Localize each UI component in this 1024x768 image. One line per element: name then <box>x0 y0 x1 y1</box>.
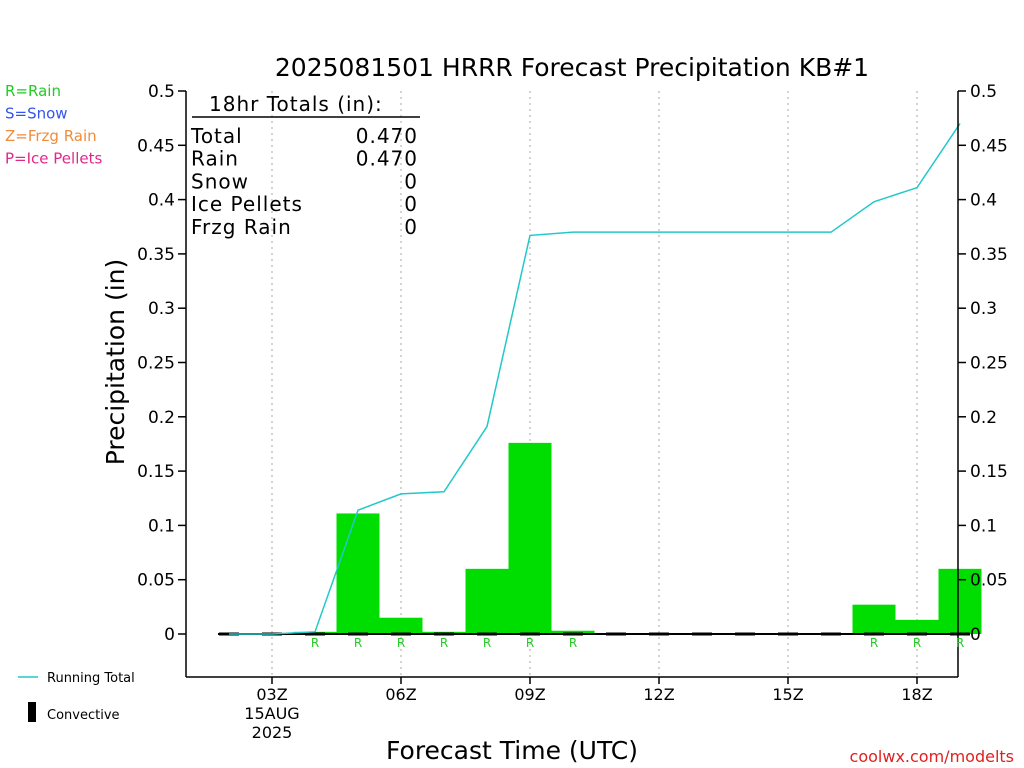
totals-header: 18hr Totals (in): <box>209 92 383 116</box>
y-tick-label-right: 0.4 <box>970 191 997 211</box>
ptype-label: R <box>311 636 319 650</box>
x-tick-label: 18Z <box>901 685 932 704</box>
x-tick-label: 15Z <box>772 685 803 704</box>
ptype-legend-item: Z=Frzg Rain <box>5 127 97 145</box>
totals-row-value: 0.470 <box>356 124 418 148</box>
totals-row-value: 0 <box>404 215 418 239</box>
y-tick-label-right: 0.5 <box>970 82 997 102</box>
ptype-legend-item: S=Snow <box>5 105 68 123</box>
y-tick-label-left: 0.25 <box>137 354 175 374</box>
ptype-label: R <box>483 636 491 650</box>
ptype-label: R <box>569 636 577 650</box>
precip-bar <box>852 604 896 634</box>
totals-row-label: Frzg Rain <box>191 215 292 239</box>
precip-bar <box>465 568 509 634</box>
y-tick-label-right: 0 <box>970 625 981 645</box>
ptype-label: R <box>354 636 362 650</box>
running-total-legend-label: Running Total <box>47 671 135 686</box>
y-tick-label-left: 0.45 <box>137 136 175 156</box>
running-total-line <box>229 123 961 635</box>
x-tick-year: 2025 <box>252 723 293 742</box>
ptype-label: R <box>870 636 878 650</box>
x-axis-label: Forecast Time (UTC) <box>386 736 638 765</box>
precip-bar <box>379 617 423 634</box>
totals-row-value: 0 <box>404 192 418 216</box>
totals-row-label: Rain <box>191 147 239 171</box>
text-layer: R R R R R R R R R R0 00.05 0.050.1 0.10.15 0.150.2 0.2… <box>5 82 1008 742</box>
y-tick-label-right: 0.2 <box>970 408 997 428</box>
convective-legend-label: Convective <box>47 708 120 723</box>
grid-lines <box>271 91 918 677</box>
bars-layer <box>218 442 982 636</box>
ptype-legend-item: P=Ice Pellets <box>5 150 102 168</box>
y-tick-label-right: 0.45 <box>970 136 1008 156</box>
ptype-label: R <box>956 636 964 650</box>
y-tick-label-right: 0.1 <box>970 516 997 536</box>
credit-text: coolwx.com/modelts <box>850 747 1014 766</box>
convective-legend-swatch <box>28 702 36 722</box>
y-tick-label-left: 0.3 <box>148 299 175 319</box>
precip-bar <box>551 630 595 634</box>
y-tick-label-left: 0.1 <box>148 516 175 536</box>
y-tick-label-right: 0.35 <box>970 245 1008 265</box>
precip-bar <box>895 619 939 634</box>
totals-row-label: Snow <box>191 169 249 193</box>
y-tick-label-right: 0.3 <box>970 299 997 319</box>
x-tick-label: 09Z <box>514 685 545 704</box>
chart-title: 2025081501 HRRR Forecast Precipitation K… <box>275 53 869 82</box>
ptype-label: R <box>440 636 448 650</box>
totals-row-value: 0.470 <box>356 147 418 171</box>
x-tick-date: 15AUG <box>244 704 299 723</box>
y-tick-label-left: 0.35 <box>137 245 175 265</box>
x-tick-label: 03Z <box>256 685 287 704</box>
axes-layer <box>178 90 966 684</box>
running-total-layer <box>229 123 961 635</box>
y-tick-label-left: 0.15 <box>137 462 175 482</box>
x-tick-label: 12Z <box>643 685 674 704</box>
ptype-legend-item: R=Rain <box>5 82 61 100</box>
precip-bar <box>336 513 380 634</box>
ptype-label: R <box>913 636 921 650</box>
precip-bar <box>508 442 552 634</box>
y-tick-label-right: 0.25 <box>970 354 1008 374</box>
y-tick-label-right: 0.05 <box>970 571 1008 591</box>
y-tick-label-left: 0 <box>164 625 175 645</box>
x-tick-label: 06Z <box>385 685 416 704</box>
totals-row-label: Ice Pellets <box>191 192 303 216</box>
totals-row-label: Total <box>190 124 243 148</box>
y-tick-label-left: 0.05 <box>137 571 175 591</box>
ptype-label: R <box>397 636 405 650</box>
totals-row-value: 0 <box>404 169 418 193</box>
ptype-label: R <box>526 636 534 650</box>
y-tick-label-right: 0.15 <box>970 462 1008 482</box>
y-axis-label: Precipitation (in) <box>101 259 130 466</box>
y-tick-label-left: 0.4 <box>148 191 175 211</box>
y-tick-label-left: 0.2 <box>148 408 175 428</box>
y-tick-label-left: 0.5 <box>148 82 175 102</box>
